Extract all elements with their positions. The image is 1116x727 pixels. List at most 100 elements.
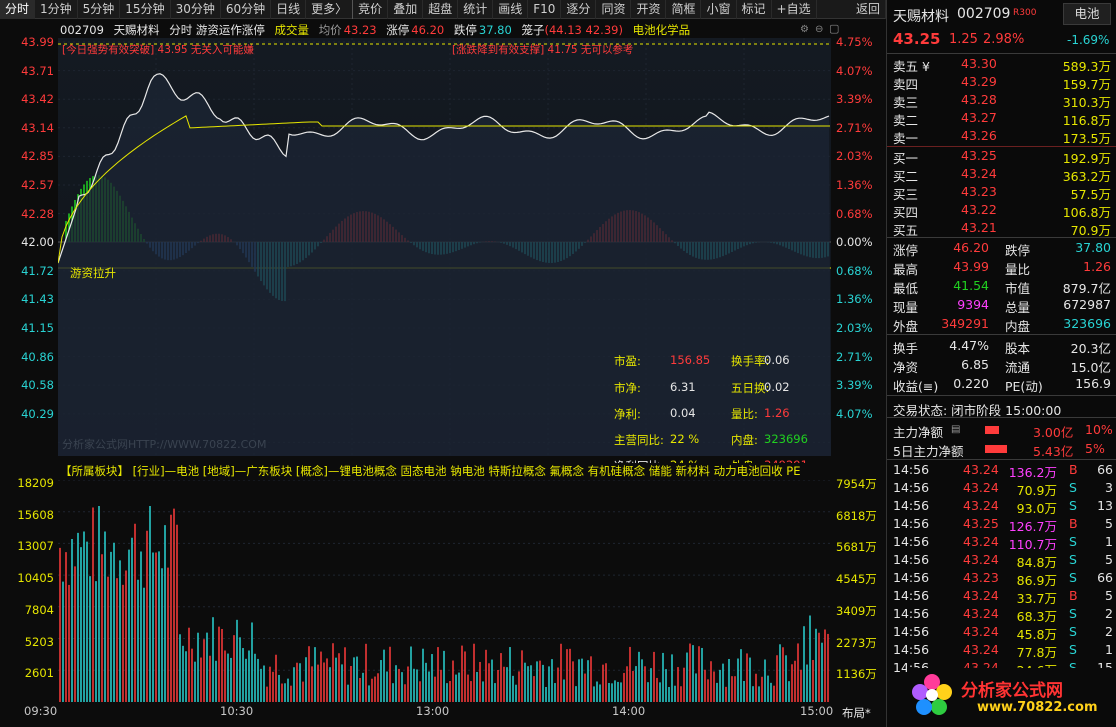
menu-item-3[interactable]: 15分钟 [120,0,171,19]
time-tick: 10:30 [220,704,254,718]
menu-item-4[interactable]: 30分钟 [171,0,221,19]
avg-label: 均价 [318,23,342,37]
pb-label: 市净: [614,381,641,395]
tick-price: 43.24 [963,498,999,513]
yr-tick: 0.00% [836,235,873,250]
price-plot[interactable] [57,38,831,457]
menu-item-8[interactable]: 竞价 [353,0,389,19]
sector-name[interactable]: 电池化学品 [632,23,691,37]
tick-volume: 136.2万 [1008,465,1057,480]
yl-tick: 43.14 [21,120,54,135]
time-tick: 13:00 [416,704,450,718]
menu-item-21[interactable]: 返回 [851,0,886,19]
tick-time: 14:56 [893,534,930,549]
tick-time: 14:56 [893,552,930,567]
yr-tick: 0.68% [836,206,873,221]
yl-tick: 42.57 [21,178,54,192]
tick-direction: S [1069,642,1077,657]
level-volume: 363.2万 [1062,169,1111,184]
menu-item-20[interactable]: +自选 [772,0,817,19]
level-label: 买五 [893,223,919,238]
stat-value: 1.26 [1083,259,1111,274]
menu-item-14[interactable]: 逐分 [561,0,597,19]
pb-value: 6.31 [670,380,696,394]
tick-direction: S [1069,570,1077,585]
tick-price: 43.24 [963,462,999,477]
menu-item-15[interactable]: 同资 [596,0,632,19]
quote-panel: 天赐材料 002709 R300 电池 43.25 1.25 2.98% -1.… [886,0,1116,727]
profit-value: 0.04 [670,406,696,420]
mainflow5-value: 5.43亿 [1033,444,1074,459]
tick-volume: 45.8万 [1016,627,1057,642]
doc-icon[interactable]: ▤ [951,424,961,435]
tick-price: 43.24 [963,552,999,567]
menu-item-18[interactable]: 小窗 [701,0,737,19]
menu-item-12[interactable]: 画线 [493,0,529,19]
stat-label: 外盘 [893,319,919,334]
yl-tick: 43.42 [21,92,54,107]
level-price: 43.26 [961,128,997,143]
menu-item-6[interactable]: 日线 [271,0,307,19]
menu-item-5[interactable]: 60分钟 [221,0,272,19]
menu-item-11[interactable]: 统计 [458,0,494,19]
stat-label: 净资 [893,360,919,375]
mainflow-label: 主力净额 [893,425,944,440]
stat-label: 最高 [893,262,919,277]
menu-item-0[interactable]: 分时 [0,0,36,19]
concept-sector-line[interactable]: 【所属板块】 [行业]—电池 [地域]—广东板块 [概念]—锂电池概念 固态电池… [60,463,832,479]
tick-time: 14:56 [893,480,930,495]
tick-count: 1 [1105,642,1113,657]
sector-change-pct: -1.69% [1067,33,1110,47]
vyl-tick: 18209 [17,476,54,490]
vyl-tick: 10405 [17,571,54,586]
menu-item-16[interactable]: 开资 [631,0,667,19]
menu-item-7[interactable]: 更多〉 [306,0,354,19]
layout-button[interactable]: 布局* [842,706,871,720]
menu-item-2[interactable]: 5分钟 [78,0,121,19]
tick-volume: 126.7万 [1008,519,1057,534]
stat-value: 879.7亿 [1062,281,1111,296]
tick-volume: 86.9万 [1016,573,1057,588]
sector-button[interactable]: 电池 [1063,3,1111,25]
stat-value: 15.0亿 [1070,360,1111,375]
yr-tick: 0.68% [836,263,873,278]
window-shrink-icon[interactable]: ▢ [829,22,840,35]
level-price: 43.23 [961,184,997,199]
stat-value: 46.20 [953,240,989,255]
profit-label: 净利: [614,407,641,421]
tick-time: 14:56 [893,570,930,585]
settings-icon[interactable]: ⚙ [800,24,809,35]
yr-tick: 4.07% [836,63,873,78]
tick-direction: S [1069,534,1077,549]
yl-tick: 41.72 [21,263,54,278]
menu-item-10[interactable]: 超盘 [423,0,459,19]
menu-item-19[interactable]: 标记 [737,0,772,19]
volume-plot[interactable] [58,479,831,702]
stat-label: 换手 [893,341,919,356]
level-price: 43.30 [961,56,997,71]
divider [887,417,1116,418]
menu-item-1[interactable]: 1分钟 [35,0,78,19]
vyr-tick: 4545万 [836,572,877,587]
tick-count: 5 [1105,588,1113,603]
menu-item-17[interactable]: 简框 [666,0,702,19]
yl-tick: 42.00 [21,235,54,250]
indicator-name[interactable]: 分时 游资运作涨停 [169,23,265,37]
divider [887,459,1116,460]
turnover-label: 换手率: [731,354,770,368]
quote-title-row: 天赐材料 002709 R300 电池 [887,3,1116,26]
five-day-value: 0.02 [764,380,790,394]
tick-time: 14:56 [893,498,930,513]
inner-value: 323696 [764,432,808,446]
menu-item-13[interactable]: F10 [528,0,562,19]
tick-price: 43.24 [963,534,999,549]
minus-icon[interactable]: ⊖ [815,24,824,35]
tick-time: 14:56 [893,642,930,657]
divider [887,395,1116,396]
rev-yoy-value: 22 % [670,432,700,446]
stat-label: 收益(≡) [893,379,939,394]
yl-tick: 43.71 [21,63,54,78]
menu-item-9[interactable]: 叠加 [388,0,424,19]
level-price: 43.21 [961,220,997,235]
